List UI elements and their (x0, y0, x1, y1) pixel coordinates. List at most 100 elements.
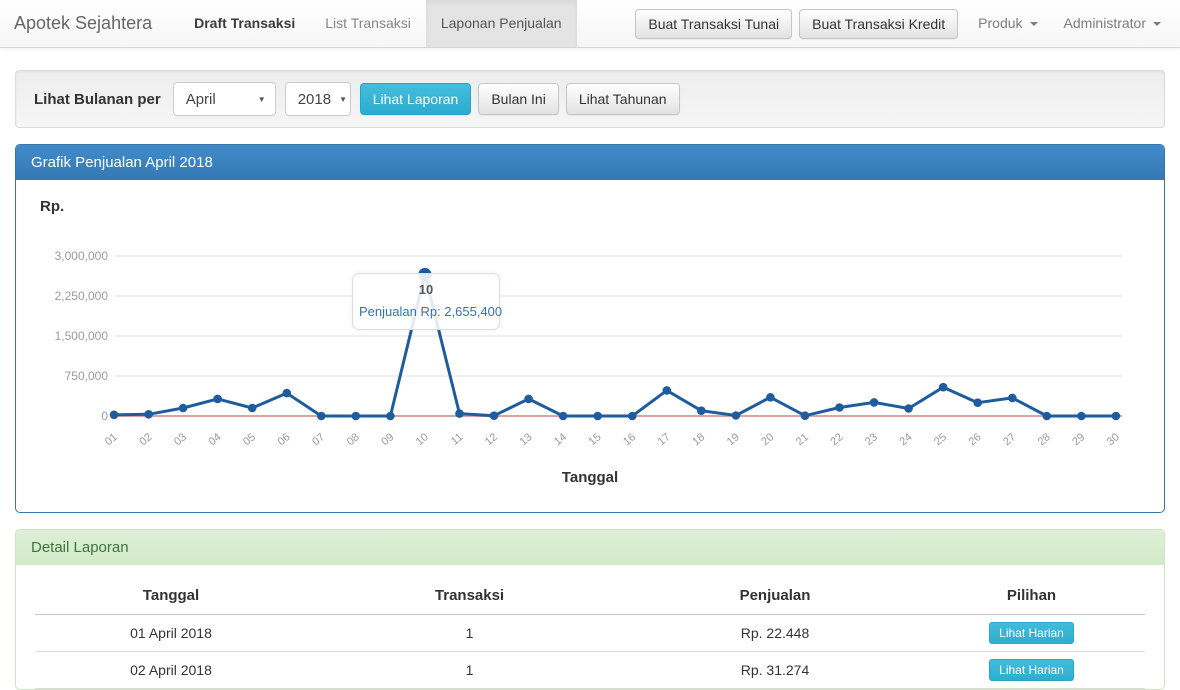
data-point[interactable] (904, 404, 913, 413)
table-row: 01 April 2018 1 Rp. 22.448 Lihat Harian (35, 614, 1145, 652)
lihat-harian-button[interactable]: Lihat Harian (989, 659, 1074, 681)
data-point[interactable] (489, 411, 499, 420)
buat-transaksi-kredit-button[interactable]: Buat Transaksi Kredit (799, 8, 959, 39)
administrator-dropdown[interactable]: Administrator (1051, 0, 1174, 47)
data-point[interactable] (1111, 411, 1121, 421)
y-tick-label: 3,000,000 (55, 249, 109, 263)
month-select[interactable]: April ▼ (172, 82, 276, 116)
lihat-laporan-button[interactable]: Lihat Laporan (359, 83, 472, 115)
data-point[interactable] (766, 393, 775, 402)
x-tick-label: 01 (103, 431, 120, 448)
x-tick-label: 11 (449, 431, 465, 448)
cell-transaksi: 1 (307, 614, 632, 652)
x-tick-label: 21 (794, 431, 811, 448)
x-tick-label: 09 (379, 431, 396, 448)
x-tick-label: 14 (552, 431, 569, 448)
cell-penjualan: Rp. 31.274 (632, 651, 918, 689)
x-tick-label: 23 (863, 431, 880, 448)
administrator-dropdown-label: Administrator (1063, 15, 1146, 31)
data-point[interactable] (178, 403, 188, 413)
month-select-value: April (185, 90, 216, 108)
bulan-ini-button[interactable]: Bulan Ini (478, 83, 559, 115)
data-point[interactable] (938, 382, 948, 392)
produk-dropdown[interactable]: Produk (965, 0, 1050, 47)
cell-transaksi: 1 (307, 651, 632, 689)
x-tick-label: 28 (1036, 431, 1053, 448)
detail-panel-body: Tanggal Transaksi Penjualan Pilihan 01 A… (16, 565, 1164, 689)
sales-chart-panel: Grafik Penjualan April 2018 Rp. 0 750,000… (15, 144, 1165, 513)
x-tick-label: 27 (1001, 431, 1018, 448)
x-tick-label: 12 (483, 431, 500, 448)
data-point[interactable] (662, 386, 672, 395)
cell-tanggal: 02 April 2018 (35, 651, 307, 689)
data-point[interactable] (593, 411, 602, 421)
data-point[interactable] (835, 403, 844, 412)
nav-item-list-transaksi[interactable]: List Transaksi (325, 15, 411, 31)
tooltip-title: 10 (418, 282, 434, 297)
x-tick-label: 04 (206, 431, 223, 448)
data-point[interactable] (869, 398, 879, 407)
data-point[interactable] (1008, 393, 1017, 403)
daily-sales-table: Tanggal Transaksi Penjualan Pilihan 01 A… (35, 582, 1145, 689)
sales-line-chart: 0 750,000 1,500,000 2,250,000 3,000,000 01 02 0… (55, 249, 1122, 448)
lihat-tahunan-button[interactable]: Lihat Tahunan (565, 83, 680, 115)
x-tick-label: 03 (172, 431, 189, 448)
data-point[interactable] (973, 398, 982, 407)
lihat-harian-button[interactable]: Lihat Harian (989, 622, 1074, 644)
column-header-pilihan: Pilihan (918, 582, 1145, 615)
x-tick-label: 06 (276, 431, 293, 448)
year-select[interactable]: 2018 ▼ (284, 82, 351, 116)
cell-penjualan: Rp. 22.448 (632, 614, 918, 652)
x-tick-label: 22 (828, 431, 845, 448)
x-tick-label: 05 (241, 431, 258, 448)
table-row: 02 April 2018 1 Rp. 31.274 Lihat Harian (35, 651, 1145, 689)
data-point[interactable] (386, 411, 395, 421)
chart-panel-body: Rp. 0 750,000 1,500,000 2,250,000 3,000,000 0… (16, 180, 1164, 512)
sales-line (112, 272, 1118, 418)
data-point[interactable] (1042, 411, 1052, 421)
data-point[interactable] (697, 406, 706, 415)
x-tick-label: 20 (759, 431, 776, 448)
data-point[interactable] (144, 410, 153, 419)
x-tick-label: 17 (656, 431, 673, 448)
x-tick-label: 24 (897, 431, 914, 448)
x-tick-label: 07 (310, 431, 327, 448)
data-point[interactable] (524, 394, 533, 404)
x-tick-label: 19 (725, 431, 742, 448)
data-point[interactable] (731, 411, 741, 420)
data-point[interactable] (109, 410, 119, 420)
data-point[interactable] (213, 394, 222, 404)
data-point[interactable] (1077, 411, 1086, 421)
data-point[interactable] (455, 409, 464, 418)
nav-item-draft-transaksi[interactable]: Draft Transaksi (194, 15, 296, 31)
data-point[interactable] (317, 411, 326, 421)
app-brand[interactable]: Apotek Sejahtera (14, 13, 153, 33)
y-tick-label: 2,250,000 (55, 289, 109, 303)
chart-panel-title: Grafik Penjualan April 2018 (16, 145, 1164, 180)
caret-down-icon (1029, 21, 1038, 26)
data-point[interactable] (282, 388, 292, 398)
year-select-value: 2018 (297, 90, 332, 108)
data-point[interactable] (247, 403, 257, 413)
x-tick-label: 15 (587, 431, 604, 448)
column-header-transaksi: Transaksi (307, 582, 632, 615)
x-tick-label: 13 (517, 431, 534, 448)
x-tick-label: 10 (414, 431, 431, 448)
x-tick-label: 29 (1070, 431, 1087, 448)
column-header-tanggal: Tanggal (35, 582, 307, 615)
navbar-right: Buat Transaksi Tunai Buat Transaksi Kred… (635, 0, 1180, 47)
produk-dropdown-label: Produk (978, 15, 1023, 31)
caret-down-icon: ▼ (339, 94, 347, 104)
data-point[interactable] (800, 411, 810, 420)
data-point[interactable] (558, 411, 568, 421)
x-tick-label: 30 (1105, 431, 1122, 448)
data-point[interactable] (628, 411, 637, 421)
caret-down-icon (1153, 21, 1161, 26)
buat-transaksi-tunai-button[interactable]: Buat Transaksi Tunai (635, 8, 793, 39)
nav-item-laporan-penjualan[interactable]: Laponan Penjualan (425, 0, 577, 47)
x-tick-label: 16 (621, 431, 638, 448)
x-tick-label: 08 (345, 431, 362, 448)
report-filter-bar: Lihat Bulanan per April ▼ 2018 ▼ Lihat L… (15, 70, 1165, 128)
x-tick-label: 25 (932, 431, 949, 448)
data-point[interactable] (351, 411, 361, 421)
